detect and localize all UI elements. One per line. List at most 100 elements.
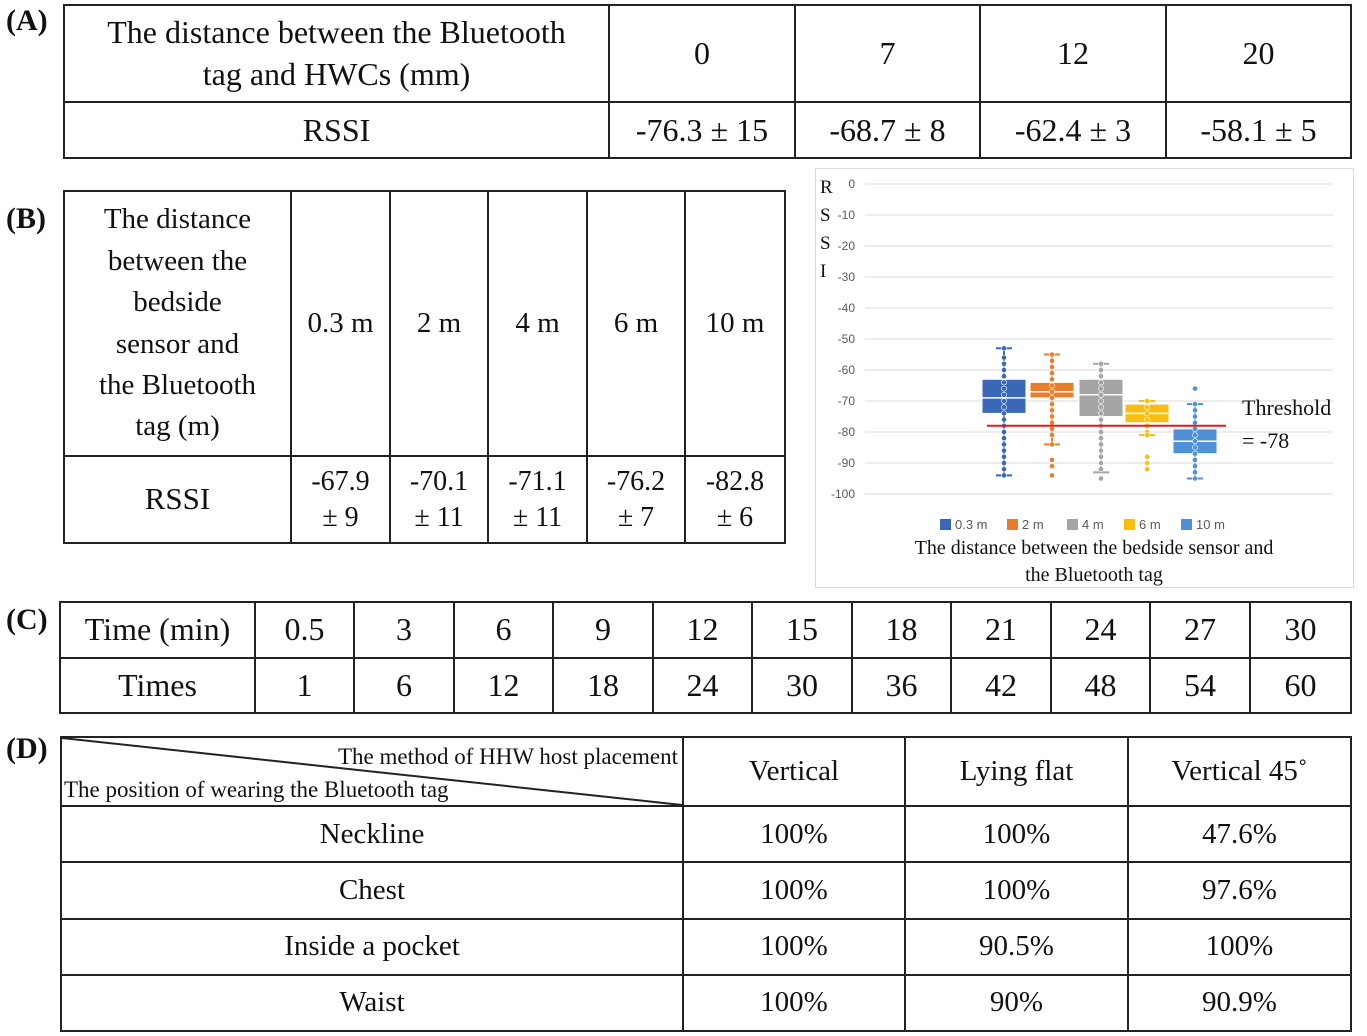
data-point: [1192, 450, 1198, 457]
table-b-rssi-cell: -76.2 ± 7: [586, 455, 686, 544]
table-b: The distance between the bedside sensor …: [63, 190, 786, 544]
box-series: [1172, 385, 1218, 482]
data-point: [1001, 429, 1007, 435]
data-point: [1001, 367, 1007, 373]
x-axis-label-line1: The distance between the bedside sensor …: [915, 537, 1274, 559]
data-point: [1098, 441, 1104, 448]
table-d-value: 90%: [904, 973, 1129, 1033]
legend-label: 10 m: [1196, 517, 1225, 532]
table-c: Time (min) 0.5 3 6 9 12 15 18 21 24 27 3…: [59, 601, 1352, 714]
legend-label: 6 m: [1139, 517, 1161, 532]
data-point: [1001, 354, 1007, 361]
data-point: [1098, 475, 1104, 482]
data-point: [1049, 413, 1055, 420]
table-d-value: 100%: [682, 973, 906, 1033]
rssi-boxplot-chart: RSSI 0-10-20-30-40-50-60-70-80-90-100 Th…: [815, 168, 1354, 588]
data-point: [1001, 466, 1007, 473]
table-b-header-row: The distance between the bedside sensor …: [63, 190, 786, 457]
table-a: The distance between the Bluetooth tag a…: [63, 4, 1352, 159]
y-tick-label: -40: [838, 301, 856, 315]
table-d-value: 97.6%: [1127, 861, 1352, 920]
table-c-time: 9: [552, 601, 654, 659]
data-point: [1098, 466, 1104, 473]
data-point: [1192, 419, 1198, 426]
table-b-distance: 6 m: [586, 190, 686, 457]
table-c-time: 21: [950, 601, 1052, 659]
rssi-sd: ± 6: [716, 501, 754, 533]
table-b-distance: 0.3 m: [290, 190, 391, 457]
table-b-header-line: the Bluetooth: [98, 368, 257, 401]
table-d-row: Waist 100% 90% 90.9%: [60, 973, 1352, 1033]
table-c-times: 42: [950, 656, 1052, 714]
data-point: [1049, 357, 1055, 364]
data-point: [1144, 453, 1150, 460]
data-point: [1192, 463, 1198, 469]
table-d-value: 100%: [682, 804, 906, 864]
legend-swatch: [1124, 519, 1135, 530]
table-b-header-line: bedside: [133, 286, 222, 319]
table-a-distance: 0: [608, 4, 796, 103]
table-a-header-cell: The distance between the Bluetooth tag a…: [63, 4, 610, 103]
data-point: [1001, 453, 1007, 460]
table-d: The method of HHW host placement The pos…: [60, 736, 1352, 1033]
data-point: [1049, 351, 1055, 358]
box-series: [981, 345, 1027, 479]
table-d-method: Vertical 45˚: [1127, 736, 1352, 807]
y-axis-label-letter: R: [820, 177, 833, 198]
table-a-row-label: RSSI: [63, 101, 610, 159]
table-a-distance: 12: [979, 4, 1167, 103]
table-a-rssi-value: -58.1 ± 5: [1165, 101, 1352, 159]
table-b-distance: 2 m: [389, 190, 489, 457]
table-d-position: Inside a pocket: [60, 917, 684, 976]
data-point: [1049, 432, 1055, 438]
y-tick-label: -80: [838, 425, 856, 439]
data-point: [1098, 373, 1104, 380]
table-c-times: 24: [652, 656, 753, 714]
rssi-sd: ± 9: [322, 501, 359, 533]
data-point: [1049, 376, 1055, 383]
rssi-mean: -76.2: [606, 465, 666, 497]
table-a-header-line: The distance between the Bluetooth: [107, 13, 566, 50]
data-point: [1001, 360, 1007, 367]
x-axis-label-line2: the Bluetooth tag: [1025, 564, 1163, 586]
data-point: [1001, 385, 1007, 392]
y-tick-label: -50: [838, 332, 856, 346]
table-c-time: 24: [1050, 601, 1151, 659]
chart-border: [815, 168, 1354, 588]
data-point: [1192, 444, 1198, 451]
data-point: [1098, 391, 1104, 398]
data-point: [1049, 472, 1055, 479]
data-point: [1098, 379, 1104, 386]
table-b-header-cell: The distance between the bedside sensor …: [63, 190, 292, 457]
data-point: [1001, 345, 1007, 352]
table-c-time: 15: [751, 601, 853, 659]
data-point: [1144, 466, 1150, 473]
data-point: [1192, 401, 1198, 407]
data-point: [1192, 456, 1198, 463]
table-d-position: Chest: [60, 861, 684, 920]
table-d-value: 90.5%: [904, 917, 1129, 976]
data-point: [1098, 367, 1104, 373]
data-point: [1049, 407, 1055, 414]
threshold-label: Threshold: [1242, 395, 1331, 420]
table-a-distance: 20: [1165, 4, 1352, 103]
y-axis-label-letter: S: [820, 205, 831, 226]
legend-label: 0.3 m: [955, 517, 988, 532]
legend-label: 2 m: [1022, 517, 1044, 532]
data-point: [1001, 447, 1007, 454]
table-b-header-line: sensor and: [115, 327, 240, 360]
data-point: [1098, 385, 1104, 392]
table-b-header-line: tag (m): [135, 410, 220, 443]
data-point: [1144, 460, 1150, 466]
data-point: [1001, 416, 1007, 423]
data-point: [1049, 370, 1055, 376]
table-b-header-line: between the: [107, 244, 248, 277]
legend-swatch: [1181, 519, 1192, 530]
box-series: [1124, 398, 1170, 473]
legend-swatch: [1067, 519, 1078, 530]
data-point: [1098, 435, 1104, 442]
data-point: [1049, 456, 1055, 463]
data-point: [1098, 398, 1104, 404]
data-point: [1144, 398, 1150, 404]
diagonal-divider: [62, 738, 682, 805]
